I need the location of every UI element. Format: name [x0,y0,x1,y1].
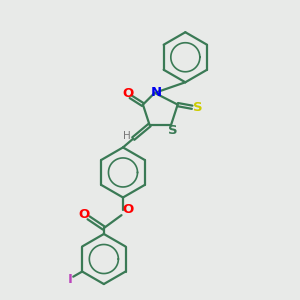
Text: O: O [79,208,90,221]
Text: O: O [123,203,134,216]
Text: N: N [151,86,162,99]
Text: O: O [122,87,134,100]
Text: S: S [193,101,202,114]
Text: I: I [67,273,72,286]
Text: S: S [168,124,177,137]
Text: H: H [123,130,131,141]
